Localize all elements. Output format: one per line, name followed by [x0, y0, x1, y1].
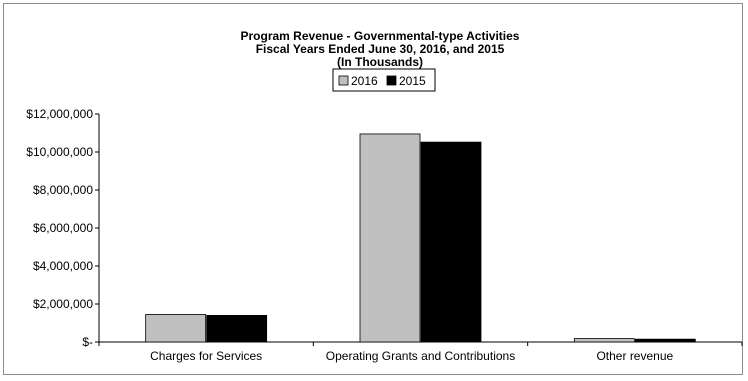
x-tick-label: Charges for Services	[150, 349, 262, 363]
legend-swatch-2016	[338, 75, 349, 86]
y-tick-label: $-	[82, 335, 93, 349]
y-tick-label: $8,000,000	[33, 183, 93, 197]
y-tick-label: $6,000,000	[33, 221, 93, 235]
y-axis: $- $2,000,000 $4,000,000 $6,000,000 $8,000,0…	[26, 107, 100, 349]
legend-box	[332, 68, 436, 92]
chart-title-line-1: Program Revenue - Governmental-type Acti…	[241, 29, 520, 43]
bar-2015	[420, 141, 482, 343]
chart-title-line-2: Fiscal Years Ended June 30, 2016, and 20…	[256, 42, 505, 56]
legend-label-2015: 2015	[399, 74, 426, 88]
y-tick-label: $4,000,000	[33, 259, 93, 273]
x-axis: Charges for Services Operating Grants and…	[98, 341, 743, 363]
bar-2015	[206, 314, 268, 343]
chart-title: Program Revenue - Governmental-type Acti…	[241, 29, 520, 69]
legend: 2016 2015	[332, 68, 436, 92]
bar-2016	[573, 338, 635, 343]
x-tick-label: Other revenue	[596, 349, 673, 363]
chart-frame	[3, 3, 743, 375]
legend-label-2016: 2016	[351, 74, 378, 88]
y-tick-label: $12,000,000	[26, 107, 93, 121]
x-tick-label: Operating Grants and Contributions	[326, 349, 515, 363]
chart-title-line-3: (In Thousands)	[337, 55, 423, 69]
bars	[145, 133, 696, 343]
legend-swatch-2015	[386, 75, 397, 86]
y-tick-label: $10,000,000	[26, 145, 93, 159]
bar-2015	[634, 338, 696, 343]
bar-2016	[145, 314, 207, 343]
y-tick-label: $2,000,000	[33, 297, 93, 311]
bar-2016	[359, 133, 421, 343]
